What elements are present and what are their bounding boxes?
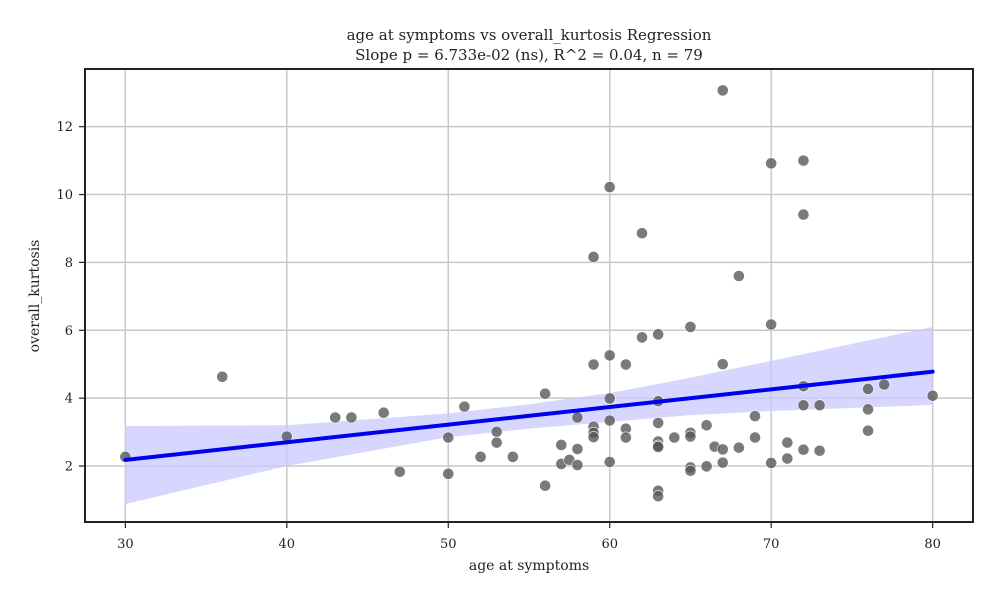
- y-axis-label: overall_kurtosis: [27, 240, 43, 353]
- x-tick-label: 30: [117, 537, 134, 552]
- data-point: [765, 157, 778, 170]
- data-point: [490, 425, 503, 438]
- x-tick-label: 50: [440, 537, 457, 552]
- chart-subtitle: Slope p = 6.733e-02 (ns), R^2 = 0.04, n …: [355, 46, 703, 64]
- y-tick-label: 6: [65, 324, 73, 339]
- data-point: [442, 431, 455, 444]
- data-point: [571, 411, 584, 424]
- data-point: [377, 406, 390, 419]
- data-point: [603, 392, 616, 405]
- data-point: [652, 328, 665, 341]
- data-point: [571, 443, 584, 455]
- axes: [79, 68, 974, 528]
- data-point: [716, 456, 729, 469]
- data-point: [603, 414, 616, 427]
- y-tick-label: 8: [65, 256, 73, 271]
- data-point: [684, 430, 697, 443]
- data-point: [636, 331, 648, 344]
- data-point: [749, 431, 761, 444]
- data-point: [878, 378, 891, 391]
- data-point: [716, 84, 729, 97]
- data-point: [652, 441, 665, 453]
- data-point: [393, 465, 406, 478]
- data-point: [716, 358, 729, 371]
- data-point: [781, 452, 794, 465]
- x-tick-label: 40: [279, 537, 296, 552]
- data-point: [474, 450, 487, 463]
- data-point: [749, 410, 761, 423]
- data-point: [926, 389, 939, 402]
- data-point: [619, 358, 632, 371]
- data-point: [781, 436, 794, 449]
- data-point: [345, 411, 358, 424]
- data-point: [765, 318, 778, 331]
- data-point: [652, 490, 665, 503]
- data-point: [797, 443, 810, 456]
- data-point: [587, 431, 600, 444]
- data-point: [797, 399, 810, 412]
- x-axis-label: age at symptoms: [469, 558, 589, 574]
- data-point: [636, 227, 648, 240]
- data-point: [797, 154, 810, 167]
- data-point: [732, 441, 745, 454]
- data-point: [862, 424, 874, 437]
- data-point: [813, 444, 826, 457]
- y-tick-label: 2: [65, 460, 73, 475]
- data-point: [603, 181, 616, 193]
- data-point: [813, 399, 826, 412]
- data-point: [490, 436, 503, 449]
- data-point: [539, 479, 552, 492]
- tick-labels: 30 40 50 60 70 80 2 4 6 8 10 12: [56, 120, 940, 552]
- data-point: [684, 464, 697, 477]
- data-point: [603, 456, 616, 468]
- regression-line-layer: [123, 369, 935, 462]
- y-tick-label: 10: [56, 188, 73, 203]
- scatter-points: [119, 84, 939, 503]
- data-point: [506, 450, 519, 463]
- data-point: [732, 270, 745, 282]
- data-point: [571, 459, 584, 471]
- data-point: [442, 467, 455, 480]
- plot-frame: [84, 68, 974, 523]
- y-tick-label: 12: [56, 120, 73, 135]
- data-point: [700, 460, 713, 473]
- data-point: [862, 403, 874, 416]
- data-point: [668, 431, 681, 444]
- chart-title: age at symptoms vs overall_kurtosis Regr…: [347, 26, 712, 44]
- y-tick-label: 4: [65, 392, 73, 407]
- x-tick-label: 80: [924, 537, 941, 552]
- x-tick-label: 70: [763, 537, 780, 552]
- data-point: [603, 349, 616, 362]
- data-point: [216, 370, 229, 383]
- data-point: [700, 419, 713, 432]
- data-point: [652, 417, 665, 429]
- data-point: [797, 208, 810, 221]
- data-point: [329, 411, 342, 424]
- x-tick-label: 60: [601, 537, 618, 552]
- data-point: [555, 439, 568, 451]
- data-point: [684, 320, 697, 333]
- data-point: [539, 387, 552, 400]
- data-point: [587, 358, 600, 371]
- data-point: [765, 457, 778, 469]
- data-point: [458, 400, 471, 413]
- data-point: [587, 251, 600, 263]
- data-point: [716, 443, 729, 456]
- regression-line: [123, 369, 935, 462]
- data-point: [862, 383, 874, 395]
- data-point: [619, 431, 632, 444]
